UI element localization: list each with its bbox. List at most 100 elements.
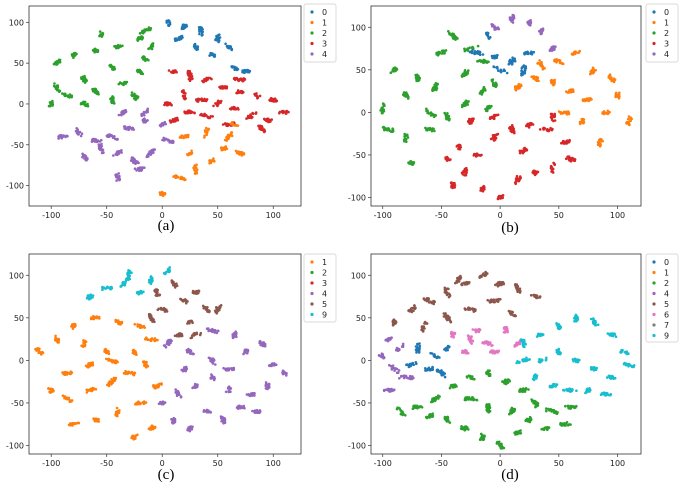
data-point	[571, 88, 574, 91]
data-point	[233, 68, 236, 71]
data-point	[627, 122, 630, 125]
data-point	[494, 81, 498, 85]
data-point	[274, 100, 278, 103]
data-point	[449, 33, 453, 37]
data-point	[70, 94, 73, 98]
data-point	[493, 25, 497, 28]
data-point	[179, 297, 182, 301]
data-point	[84, 158, 88, 162]
data-point	[576, 358, 580, 362]
data-point	[92, 89, 96, 92]
data-point	[190, 149, 193, 153]
data-point	[124, 110, 128, 113]
data-point	[511, 21, 515, 24]
data-point	[564, 110, 568, 114]
data-point	[200, 97, 203, 100]
data-point	[119, 323, 122, 326]
data-point	[397, 369, 401, 372]
data-point	[540, 60, 543, 64]
data-point	[424, 367, 427, 370]
data-point	[97, 316, 100, 320]
data-point	[270, 97, 273, 100]
data-point	[47, 387, 50, 390]
data-point	[155, 291, 159, 295]
legend-label: 2	[322, 29, 327, 38]
data-point	[221, 85, 224, 88]
data-point	[192, 166, 196, 169]
data-point	[521, 65, 524, 69]
data-point	[238, 77, 242, 81]
data-point	[535, 75, 538, 79]
data-point	[515, 180, 518, 183]
legend-label: 3	[322, 279, 327, 288]
data-point	[193, 111, 196, 115]
data-point	[205, 129, 209, 133]
legend-marker	[310, 52, 314, 56]
data-point	[481, 53, 485, 56]
data-point	[203, 97, 206, 101]
data-point	[234, 66, 237, 69]
data-point	[415, 74, 418, 77]
data-point	[180, 334, 184, 338]
data-point	[206, 306, 209, 309]
data-point	[174, 37, 178, 40]
data-point	[476, 50, 480, 54]
data-point	[136, 70, 140, 74]
data-point	[201, 79, 204, 83]
data-point	[254, 112, 258, 115]
data-point	[526, 52, 530, 56]
data-point	[513, 344, 517, 348]
data-point	[566, 155, 569, 158]
data-point	[195, 331, 198, 335]
data-point	[110, 378, 113, 381]
data-point	[201, 30, 204, 34]
data-point	[97, 93, 100, 96]
data-point	[562, 142, 566, 145]
data-point	[388, 129, 392, 133]
data-point	[408, 310, 411, 313]
data-point	[590, 367, 593, 371]
data-point	[524, 147, 528, 151]
data-point	[431, 368, 434, 371]
data-point	[117, 152, 121, 155]
data-point	[147, 47, 150, 51]
data-point	[391, 322, 395, 326]
data-point	[96, 49, 100, 52]
data-point	[169, 140, 172, 143]
data-point	[443, 51, 446, 55]
data-point	[444, 49, 448, 52]
data-point	[538, 334, 542, 337]
data-point	[259, 125, 263, 129]
data-point	[541, 27, 545, 31]
data-point	[592, 318, 595, 322]
data-point	[505, 71, 509, 75]
data-point	[516, 290, 519, 294]
data-point	[53, 82, 56, 85]
data-point	[511, 125, 514, 128]
data-point	[84, 154, 87, 158]
data-point	[403, 92, 407, 95]
data-point	[83, 100, 86, 104]
data-point	[596, 143, 600, 146]
data-point	[145, 363, 148, 366]
data-point	[205, 126, 208, 130]
x-tick-label: 100	[610, 211, 625, 220]
data-point	[135, 94, 138, 98]
data-point	[195, 48, 198, 52]
data-point	[440, 52, 444, 55]
data-point	[501, 280, 505, 284]
data-point	[230, 48, 234, 52]
x-tick-label: -50	[435, 459, 448, 468]
x-tick-label: -50	[435, 211, 448, 220]
data-point	[184, 301, 188, 305]
data-point	[503, 327, 506, 330]
data-point	[499, 298, 502, 301]
data-point	[560, 141, 564, 145]
data-point	[449, 158, 452, 161]
data-point	[84, 104, 87, 107]
data-point	[140, 113, 143, 117]
data-point	[65, 372, 68, 376]
data-point	[398, 377, 401, 380]
y-tick-label: 50	[14, 314, 24, 323]
data-point	[187, 321, 190, 325]
